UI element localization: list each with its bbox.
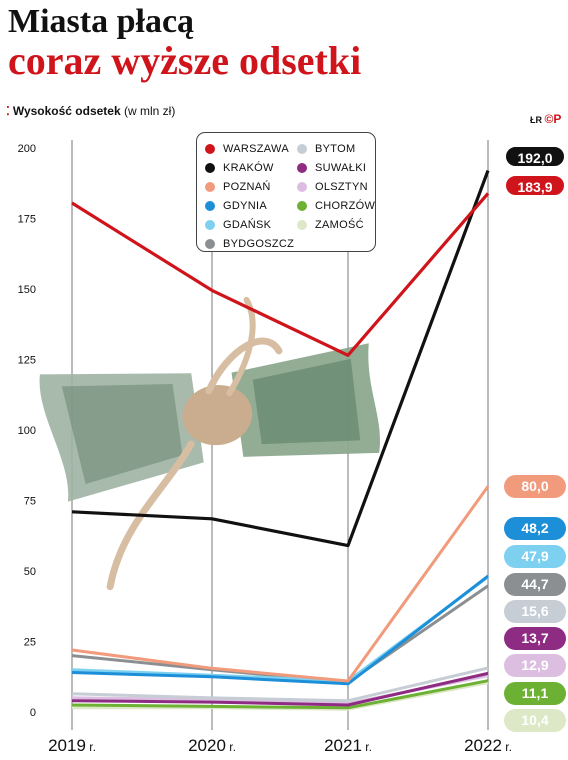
y-tick-label: 200 <box>18 143 36 155</box>
series-line-bydgoszcz <box>71 584 489 684</box>
y-tick-label: 25 <box>24 637 36 649</box>
series-line-kraków <box>71 170 490 548</box>
legend-item: SUWAŁKI <box>297 158 375 177</box>
subtitle-label: Wysokość odsetek <box>12 104 121 118</box>
x-tick-label: 2022 r. <box>464 736 512 755</box>
y-axis-tick-labels: 0 25 50 75 100 125 150 175 200 <box>18 143 36 719</box>
chart-title-line1: Miasta płacą <box>8 3 195 40</box>
series-line-suwałki <box>71 671 489 707</box>
legend-swatch <box>297 219 307 230</box>
series-line-warszawa <box>71 192 490 357</box>
y-tick-label: 125 <box>18 355 36 367</box>
legend-item: ZAMOŚĆ <box>297 215 375 234</box>
legend-label: BYDGOSZCZ <box>223 237 295 250</box>
legend-swatch <box>205 143 215 154</box>
subtitle-unit: (w mln zł) <box>124 104 176 118</box>
end-value-badge-zamość: 10,4 <box>504 709 566 732</box>
end-value-badge-suwałki: 13,7 <box>504 627 566 650</box>
legend-label: OLSZTYN <box>315 180 368 193</box>
legend-label: POZNAŃ <box>223 180 271 193</box>
legend-swatch <box>205 238 215 249</box>
legend-swatch <box>297 181 307 192</box>
legend-column-2: BYTOM SUWAŁKI OLSZTYN CHORZÓW ZAMOŚĆ <box>297 139 375 234</box>
legend-label: BYTOM <box>315 142 356 155</box>
end-value-badge-poznań: 80,0 <box>504 475 566 498</box>
y-tick-label: 0 <box>30 707 36 719</box>
x-tick-label: 2021 r. <box>324 736 372 755</box>
end-value-badge-gdynia: 48,2 <box>504 517 566 540</box>
legend-swatch <box>297 162 307 173</box>
x-tick-label: 2019 r. <box>48 736 96 755</box>
y-tick-label: 175 <box>18 214 36 226</box>
end-value-badge-bydgoszcz: 44,7 <box>504 573 566 596</box>
legend-label: KRAKÓW <box>223 161 274 174</box>
x-tick-label: 2020 r. <box>188 736 236 755</box>
publisher-logo: ŁR ©P <box>530 112 561 126</box>
chart-legend: WARSZAWA KRAKÓW POZNAŃ GDYNIA GDAŃSK BYDGOSZC… <box>196 132 376 252</box>
legend-label: CHORZÓW <box>315 199 376 212</box>
legend-item: CHORZÓW <box>297 196 375 215</box>
legend-item: BYTOM <box>297 139 375 158</box>
legend-item: POZNAŃ <box>205 177 294 196</box>
legend-swatch <box>205 162 215 173</box>
series-line-bytom <box>71 666 489 703</box>
legend-item: KRAKÓW <box>205 158 294 177</box>
legend-swatch <box>205 181 215 192</box>
end-value-badge-olsztyn: 12,9 <box>504 654 566 677</box>
end-value-badge-gdańsk: 47,9 <box>504 545 566 568</box>
legend-swatch <box>297 200 307 211</box>
banknote-illustration <box>39 296 380 591</box>
x-axis-tick-labels: 2019 r. 2020 r. 2021 r. 2022 r. <box>48 736 512 755</box>
rp-logo-icon: ©P <box>544 112 562 126</box>
series-line-poznań <box>71 485 490 683</box>
series-line-gdynia <box>71 574 489 686</box>
legend-swatch <box>205 219 215 230</box>
legend-label: GDYNIA <box>223 199 267 212</box>
end-value-badge-kraków: 192,0 <box>504 145 566 168</box>
chart-series-lines <box>71 170 490 711</box>
chart-title-line2: coraz wyższe odsetki <box>8 38 362 83</box>
legend-label: ZAMOŚĆ <box>315 218 364 231</box>
legend-label: SUWAŁKI <box>315 161 367 174</box>
end-value-badge-bytom: 15,6 <box>504 600 566 623</box>
y-tick-label: 150 <box>18 284 36 296</box>
end-value-badge-warszawa: 183,9 <box>504 174 566 197</box>
end-value-badge-chorzów: 11,1 <box>504 682 566 705</box>
y-tick-label: 75 <box>24 496 36 508</box>
subtitle-dots-icon: ⁚ <box>6 104 10 118</box>
chart-subtitle: ⁚ Wysokość odsetek (w mln zł) <box>6 104 175 118</box>
legend-label: WARSZAWA <box>223 142 289 155</box>
y-tick-label: 50 <box>24 566 36 578</box>
legend-label: GDAŃSK <box>223 218 272 231</box>
legend-item: BYDGOSZCZ <box>205 234 294 253</box>
y-tick-label: 100 <box>18 425 36 437</box>
author-initials: ŁR <box>530 115 542 125</box>
legend-item: OLSZTYN <box>297 177 375 196</box>
legend-item: GDAŃSK <box>205 215 294 234</box>
legend-swatch <box>297 143 307 154</box>
legend-column-1: WARSZAWA KRAKÓW POZNAŃ GDYNIA GDAŃSK BYDGOSZC… <box>205 139 294 253</box>
legend-swatch <box>205 200 215 211</box>
legend-item: WARSZAWA <box>205 139 294 158</box>
series-line-chorzów <box>71 679 489 710</box>
legend-item: GDYNIA <box>205 196 294 215</box>
